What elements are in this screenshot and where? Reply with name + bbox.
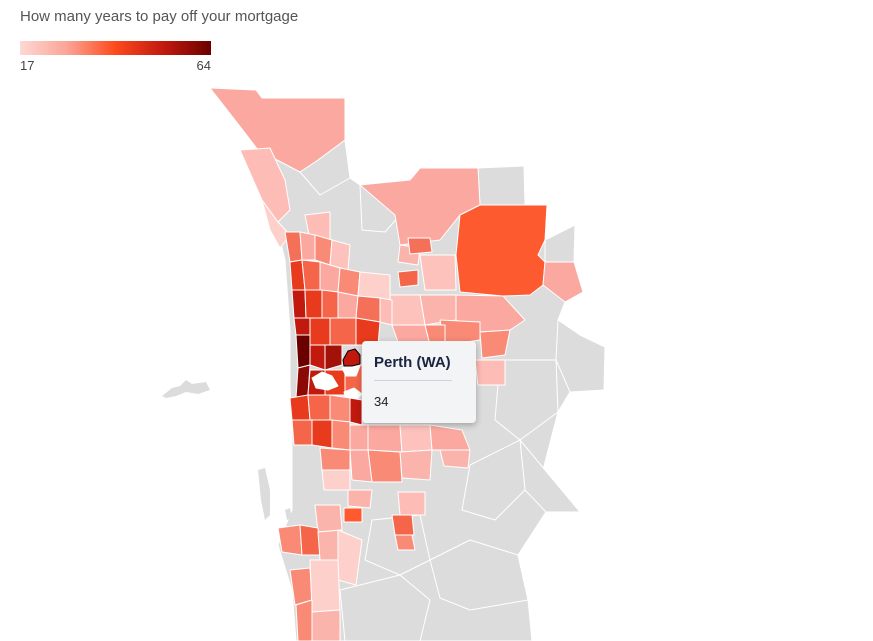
- region[interactable]: [261, 199, 291, 249]
- region-grey[interactable]: [544, 224, 576, 263]
- legend-max-label: 64: [196, 58, 211, 73]
- region[interactable]: [479, 329, 511, 359]
- region[interactable]: [542, 261, 584, 303]
- legend-labels: 17 64: [20, 58, 211, 74]
- region-grey[interactable]: [429, 539, 529, 611]
- region[interactable]: [304, 289, 323, 319]
- region[interactable]: [367, 424, 403, 453]
- region[interactable]: [337, 291, 359, 319]
- region[interactable]: [314, 504, 343, 533]
- region[interactable]: [474, 359, 506, 386]
- region[interactable]: [295, 599, 313, 641]
- region[interactable]: [321, 289, 339, 319]
- legend-gradient-bar: [20, 41, 211, 55]
- region[interactable]: [349, 449, 373, 483]
- region[interactable]: [397, 269, 419, 288]
- river: [311, 371, 339, 391]
- tooltip-region-name: Perth (WA): [374, 354, 451, 371]
- region-tooltip: Perth (WA) 34: [362, 341, 476, 423]
- region[interactable]: [347, 489, 373, 509]
- region[interactable]: [321, 469, 351, 491]
- region[interactable]: [397, 491, 426, 516]
- region[interactable]: [349, 424, 369, 451]
- region[interactable]: [309, 317, 331, 346]
- region[interactable]: [357, 271, 391, 301]
- region[interactable]: [394, 534, 416, 551]
- region[interactable]: [367, 449, 403, 483]
- region[interactable]: [311, 609, 341, 641]
- highlighted-region-perth[interactable]: [342, 348, 361, 367]
- region[interactable]: [331, 419, 351, 451]
- island-garden: [258, 468, 270, 520]
- region[interactable]: [337, 267, 361, 297]
- region[interactable]: [419, 254, 457, 291]
- region[interactable]: [407, 237, 433, 255]
- region[interactable]: [439, 449, 471, 469]
- region-grey[interactable]: [339, 574, 431, 641]
- color-legend: 17 64: [20, 41, 211, 74]
- region[interactable]: [349, 397, 363, 426]
- region[interactable]: [293, 317, 311, 336]
- region[interactable]: [301, 259, 321, 291]
- region-grey[interactable]: [494, 359, 559, 441]
- chart-title: How many years to pay off your mortgage: [20, 8, 299, 25]
- region[interactable]: [455, 204, 548, 297]
- region[interactable]: [329, 317, 357, 346]
- tooltip-value: 34: [374, 394, 389, 409]
- region[interactable]: [314, 234, 333, 266]
- region[interactable]: [311, 419, 333, 449]
- island-rottnest: [162, 380, 210, 398]
- region[interactable]: [391, 514, 415, 536]
- region[interactable]: [379, 297, 393, 326]
- region-grey[interactable]: [477, 165, 526, 206]
- region[interactable]: [295, 334, 311, 369]
- region[interactable]: [399, 424, 433, 453]
- region[interactable]: [299, 231, 316, 261]
- island-small: [285, 508, 292, 520]
- region[interactable]: [343, 507, 363, 523]
- region[interactable]: [329, 394, 351, 423]
- region[interactable]: [291, 419, 313, 446]
- region-grey[interactable]: [461, 439, 526, 521]
- region[interactable]: [319, 447, 351, 471]
- region[interactable]: [307, 394, 331, 421]
- region[interactable]: [291, 289, 307, 319]
- region[interactable]: [324, 344, 343, 371]
- region[interactable]: [299, 524, 321, 556]
- region[interactable]: [309, 559, 341, 613]
- region[interactable]: [389, 294, 426, 326]
- region[interactable]: [277, 524, 303, 556]
- region[interactable]: [289, 394, 311, 421]
- region[interactable]: [399, 449, 433, 481]
- region[interactable]: [309, 344, 326, 371]
- tooltip-divider: [374, 380, 452, 381]
- region[interactable]: [209, 87, 346, 173]
- legend-min-label: 17: [20, 58, 35, 73]
